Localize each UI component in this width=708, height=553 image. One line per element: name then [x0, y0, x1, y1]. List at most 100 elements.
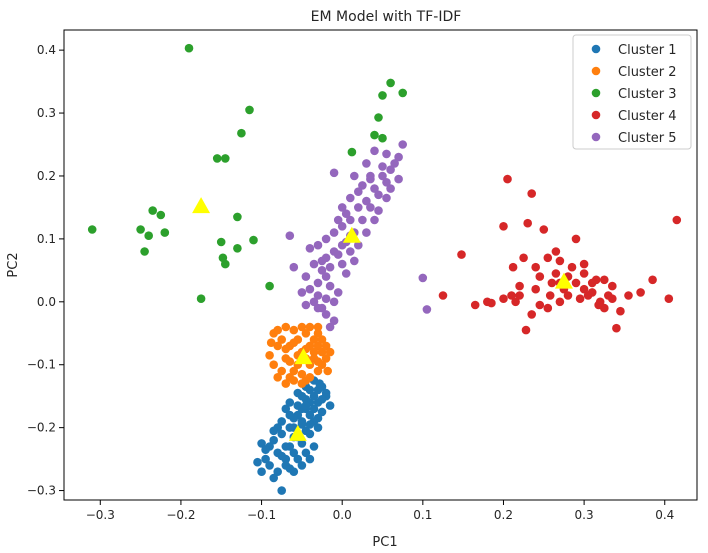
legend-entry: Cluster 2: [618, 65, 677, 80]
cluster-4-point: [515, 281, 524, 291]
cluster-5-point: [333, 288, 343, 297]
cluster-5-point: [366, 171, 375, 181]
cluster-3-point: [374, 113, 383, 122]
legend-marker: [591, 88, 601, 98]
cluster-2-point: [273, 373, 283, 382]
cluster-3-point: [398, 88, 408, 98]
cluster-4-point: [571, 234, 581, 244]
cluster-2-point: [269, 360, 279, 370]
cluster-5-point: [329, 316, 339, 326]
cluster-5-point: [329, 228, 339, 237]
cluster-5-point: [350, 171, 359, 181]
cluster-4-point: [543, 253, 553, 263]
cluster-1-point: [297, 420, 307, 429]
cluster-5-point: [386, 165, 395, 174]
cluster-5-point: [305, 284, 315, 294]
cluster-2-point: [313, 357, 323, 366]
cluster-4-point: [579, 284, 589, 294]
cluster-4-point: [616, 306, 625, 316]
centroid-marker: [294, 348, 313, 365]
plot-frame: [63, 29, 698, 501]
cluster-5-point: [313, 303, 323, 313]
cluster-5-point: [297, 288, 307, 297]
x-tick-label: −0.3: [86, 508, 115, 522]
cluster-5-point: [374, 190, 383, 200]
cluster-2-point: [313, 322, 323, 332]
cluster-1-point: [269, 473, 279, 483]
cluster-5-point: [325, 322, 335, 332]
cluster-2-point: [265, 351, 274, 360]
cluster-2-point: [289, 376, 299, 385]
cluster-5-point: [382, 178, 391, 187]
x-tick-label: 0.4: [655, 508, 674, 522]
legend: Cluster 1 Cluster 2 Cluster 3 Cluster 4 Clus…: [572, 34, 692, 150]
cluster-1-point: [305, 429, 315, 439]
cluster-5-point: [346, 215, 355, 225]
cluster-3-point: [221, 259, 230, 269]
legend-marker: [591, 44, 601, 54]
cluster-2-point: [317, 347, 327, 357]
cluster-5-point: [354, 187, 363, 196]
cluster-2-point: [281, 322, 291, 332]
cluster-5-point: [422, 305, 432, 314]
x-tick-label: 0.2: [494, 508, 513, 522]
x-tick-label: 0.0: [333, 508, 352, 522]
cluster-4-point: [551, 247, 561, 256]
cluster-1-point: [309, 404, 319, 414]
cluster-4-point: [563, 291, 573, 300]
cluster-5-point: [325, 281, 335, 291]
cluster-1-point: [297, 439, 307, 448]
cluster-5-point: [321, 272, 331, 281]
cluster-5-point: [362, 228, 371, 237]
cluster-2-point: [301, 329, 311, 338]
cluster-2-point: [285, 357, 295, 366]
cluster-1-point: [289, 448, 299, 458]
chart-title: EM Model with TF-IDF: [311, 9, 462, 25]
cluster-5-point: [374, 206, 383, 215]
cluster-2-point: [313, 366, 323, 376]
cluster-4-point: [519, 253, 528, 263]
cluster-1-point: [301, 448, 311, 458]
cluster-1-point: [261, 454, 270, 464]
cluster-4-point: [539, 225, 549, 234]
cluster-4-point: [608, 294, 617, 304]
cluster-2-point: [309, 335, 319, 344]
cluster-3-point: [160, 228, 170, 237]
cluster-3-point: [140, 247, 149, 256]
cluster-1-point: [313, 413, 323, 423]
x-tick-label: −0.1: [247, 508, 276, 522]
cluster-4-point: [600, 275, 609, 285]
cluster-5-point: [378, 171, 387, 181]
cluster-4-point: [470, 300, 480, 310]
cluster-4-point: [457, 250, 466, 259]
cluster-1-point: [265, 461, 274, 470]
cluster-4-point: [636, 288, 645, 297]
cluster-4-point: [594, 300, 603, 310]
cluster-5-point: [362, 196, 371, 206]
cluster-4-point: [508, 262, 518, 272]
cluster-5-point: [313, 240, 323, 250]
cluster-1-point: [325, 401, 335, 410]
cluster-4-point: [543, 303, 553, 313]
cluster-1-point: [293, 454, 303, 464]
cluster-2-point: [309, 347, 319, 357]
cluster-4-point: [545, 291, 555, 300]
cluster-1-point: [309, 391, 319, 401]
cluster-4-point: [503, 174, 512, 184]
cluster-1-point: [253, 457, 262, 467]
cluster-4-point: [664, 294, 674, 304]
cluster-5-point: [382, 193, 391, 203]
cluster-4-point: [608, 281, 617, 291]
cluster-4-point: [587, 288, 597, 297]
cluster-4-point: [571, 278, 581, 288]
cluster-5-point: [362, 159, 371, 168]
cluster-5-point: [309, 259, 319, 269]
cluster-3-point: [378, 91, 387, 100]
cluster-5-point: [321, 310, 331, 319]
cluster-3-point: [221, 154, 230, 163]
cluster-4-point: [531, 262, 540, 272]
x-tick-label: 0.3: [575, 508, 594, 522]
cluster-4-point: [438, 291, 448, 300]
cluster-2-point: [297, 322, 307, 332]
